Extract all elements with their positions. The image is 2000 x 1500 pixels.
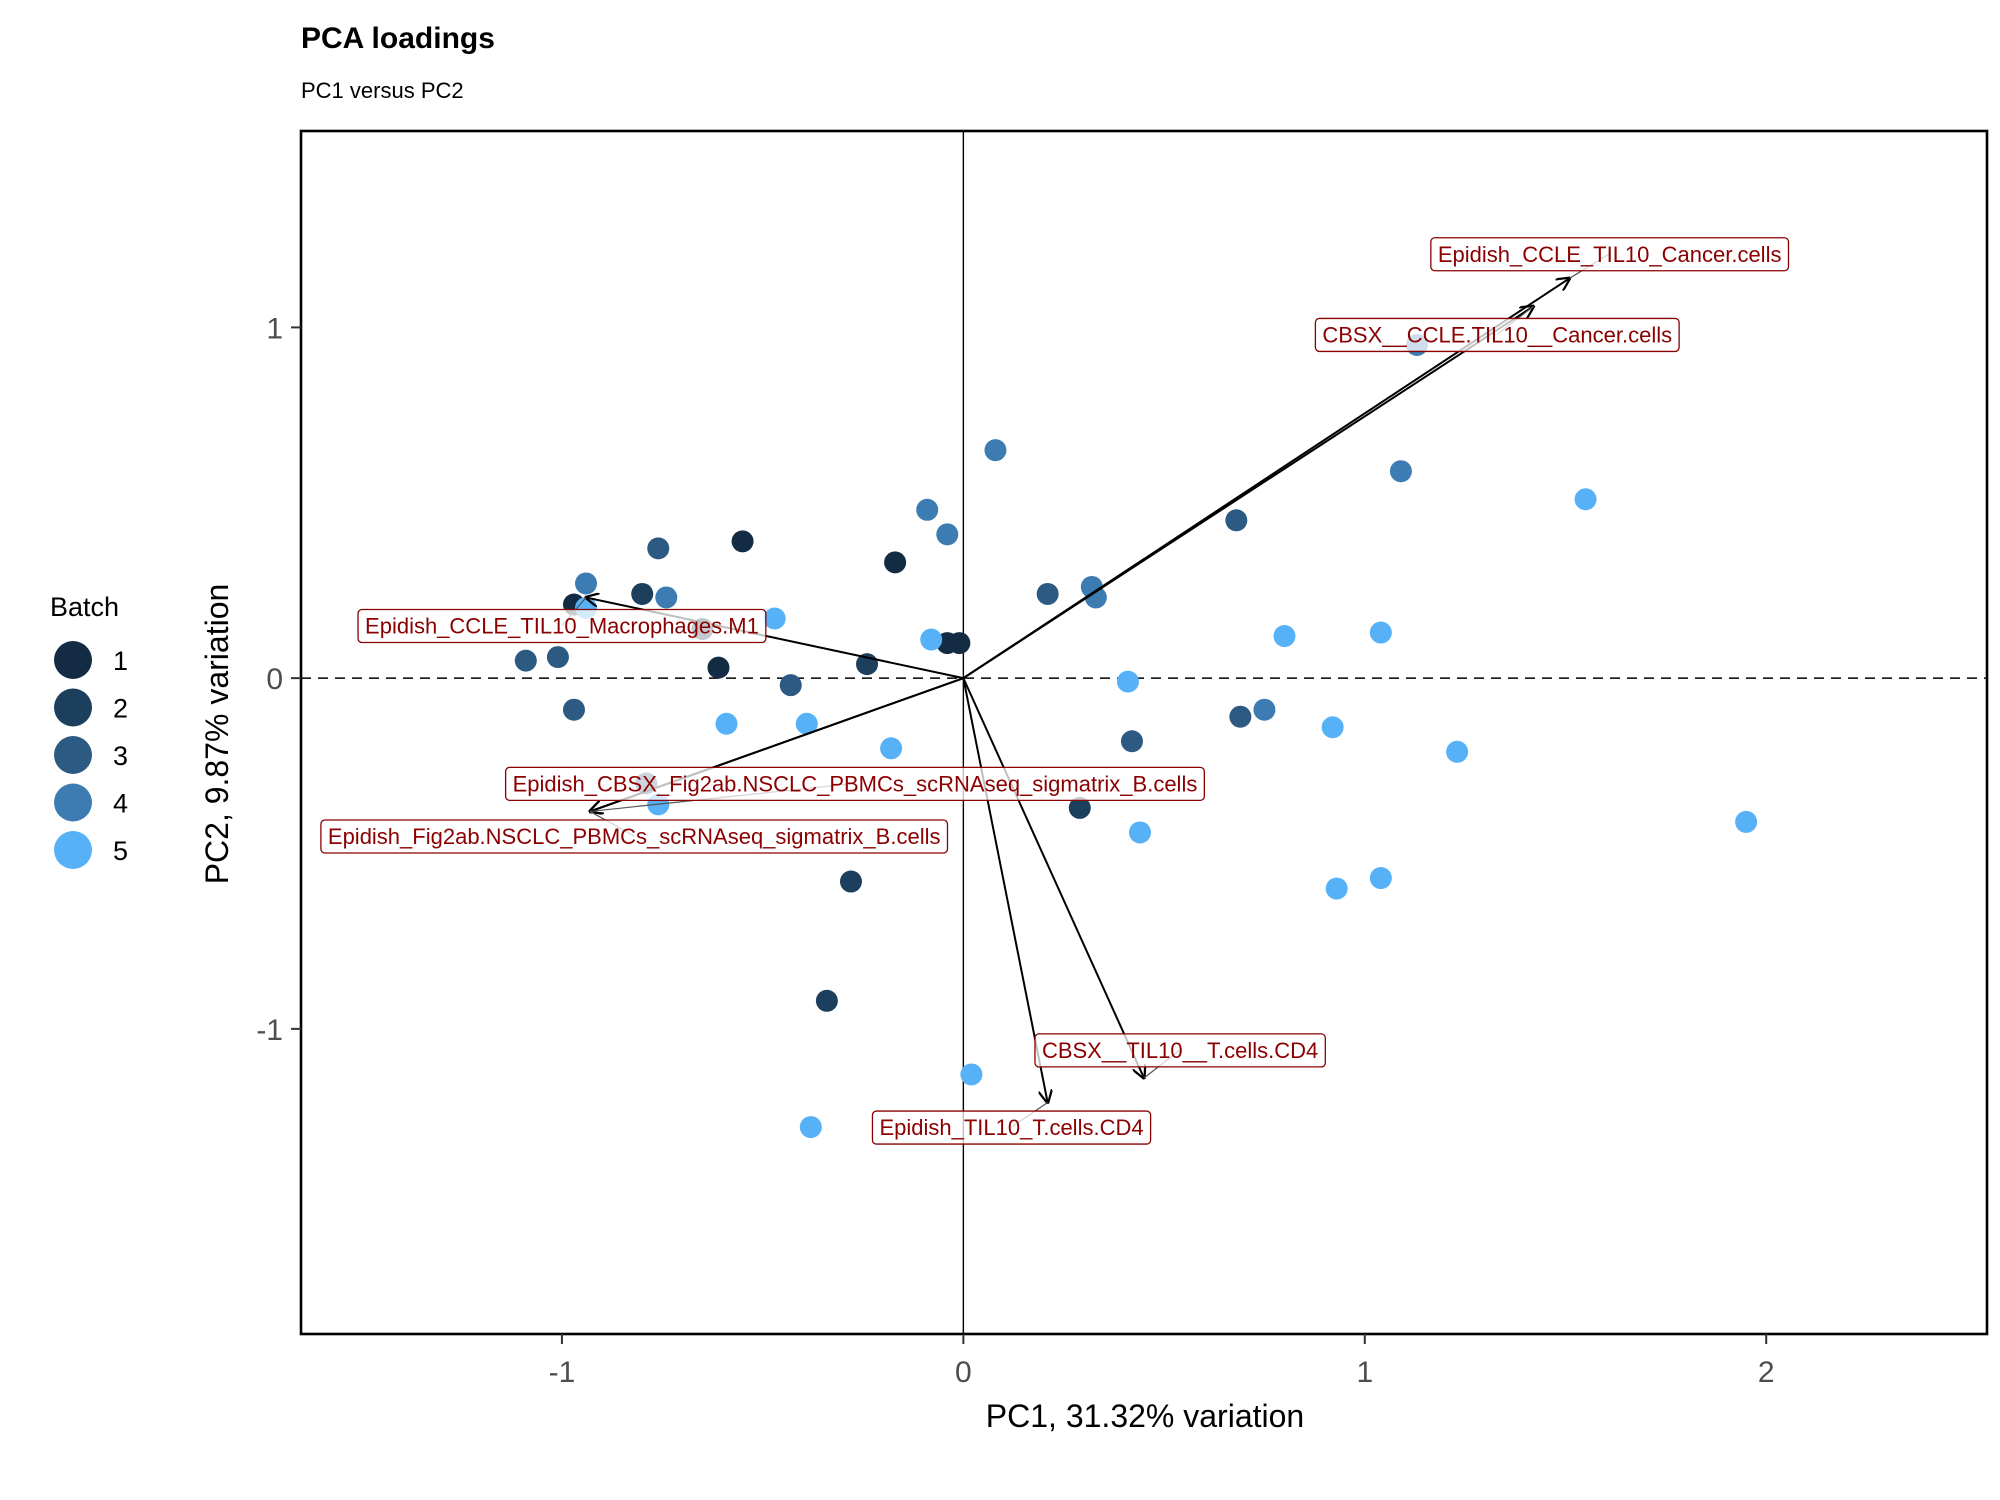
- loading-arrow: [962, 677, 1047, 1102]
- loading-label: Epidish_CBSX_Fig2ab.NSCLC_PBMCs_scRNAseq…: [513, 771, 1198, 796]
- data-point: [1120, 730, 1143, 753]
- legend-label: 1: [113, 646, 128, 676]
- data-point: [936, 523, 959, 546]
- x-tick-label: 2: [1758, 1356, 1775, 1389]
- loading-label: CBSX__CCLE.TIL10__Cancer.cells: [1322, 322, 1672, 347]
- loading-label-group: CBSX__CCLE.TIL10__Cancer.cells: [1314, 317, 1680, 353]
- data-point: [514, 649, 537, 672]
- x-tick-label: 0: [955, 1356, 972, 1389]
- data-point: [920, 628, 943, 651]
- data-point: [1128, 821, 1151, 844]
- loading-label-group: Epidish_TIL10_T.cells.CD4: [871, 1110, 1152, 1145]
- legend-label: 5: [113, 836, 128, 866]
- x-tick-label: -1: [549, 1356, 576, 1389]
- data-point: [815, 989, 838, 1012]
- loading-label: Epidish_CCLE_TIL10_Macrophages.M1: [365, 614, 759, 639]
- data-point: [1389, 460, 1412, 483]
- loading-label-group: Epidish_CBSX_Fig2ab.NSCLC_PBMCs_scRNAseq…: [504, 766, 1205, 802]
- data-point: [546, 646, 569, 669]
- plot-area: Epidish_CCLE_TIL10_Cancer.cells CBSX__CCL…: [256, 129, 1989, 1389]
- data-point: [1369, 621, 1392, 644]
- loading-label-box: [320, 819, 949, 854]
- data-point: [1116, 670, 1139, 693]
- data-point: [1273, 625, 1296, 648]
- loading-label-box: [1034, 1033, 1326, 1068]
- loading-label-box: [1430, 237, 1790, 272]
- loading-label: Epidish_TIL10_T.cells.CD4: [879, 1115, 1143, 1140]
- data-point: [960, 1063, 983, 1086]
- data-point: [1068, 796, 1091, 819]
- legend: Batch 1 2 3 4 5: [50, 592, 128, 869]
- data-point: [1084, 586, 1107, 609]
- x-axis-title: PC1, 31.32% variation: [986, 1398, 1304, 1434]
- data-point: [731, 530, 754, 553]
- loading-label-group: CBSX__TIL10__T.cells.CD4: [1034, 1033, 1326, 1068]
- data-point: [1253, 698, 1276, 721]
- chart-subtitle: PC1 versus PC2: [301, 78, 464, 103]
- loading-label-box: [357, 608, 767, 644]
- legend-key: [54, 736, 92, 774]
- legend-label: 3: [113, 741, 128, 771]
- data-point: [647, 537, 670, 560]
- x-tick-label: 1: [1356, 1356, 1373, 1389]
- data-point: [763, 607, 786, 630]
- data-point: [884, 551, 907, 574]
- loading-label: CBSX__TIL10__T.cells.CD4: [1042, 1038, 1318, 1063]
- loading-label: Epidish_CCLE_TIL10_Cancer.cells: [1438, 242, 1782, 267]
- y-tick-label: -1: [256, 1014, 283, 1047]
- loading-label-box: [504, 766, 1205, 802]
- loading-label-group: Epidish_Fig2ab.NSCLC_PBMCs_scRNAseq_sigm…: [320, 819, 949, 854]
- loading-label-group: Epidish_CCLE_TIL10_Cancer.cells: [1430, 237, 1790, 272]
- loading-arrow: [962, 306, 1533, 679]
- loading-arrow: [962, 677, 1144, 1078]
- y-tick-label: 1: [266, 312, 283, 345]
- data-point: [707, 656, 730, 679]
- data-point: [1574, 488, 1597, 511]
- loading-label-group: Epidish_CCLE_TIL10_Macrophages.M1: [357, 608, 767, 644]
- panel-border: [299, 129, 1989, 1336]
- data-point: [984, 439, 1007, 462]
- data-point: [1735, 810, 1758, 833]
- data-point: [839, 870, 862, 893]
- legend-title: Batch: [50, 592, 119, 622]
- y-axis-title: PC2, 9.87% variation: [199, 584, 235, 885]
- data-point: [1225, 509, 1248, 532]
- data-point: [1229, 705, 1252, 728]
- data-point: [575, 572, 598, 595]
- legend-key: [54, 783, 92, 822]
- legend-label: 2: [113, 694, 128, 724]
- y-tick-label: 0: [266, 663, 283, 696]
- data-point: [880, 737, 903, 760]
- loading-label-box: [871, 1110, 1152, 1145]
- legend-label: 4: [113, 789, 128, 819]
- data-point: [799, 1116, 822, 1139]
- data-point: [562, 698, 585, 721]
- data-point: [1369, 867, 1392, 890]
- loading-label: Epidish_Fig2ab.NSCLC_PBMCs_scRNAseq_sigm…: [328, 824, 941, 849]
- data-point: [655, 586, 678, 609]
- loading-label-box: [1314, 317, 1680, 353]
- data-point: [795, 712, 818, 735]
- data-point: [1325, 877, 1348, 900]
- data-point: [916, 498, 939, 521]
- legend-key: [54, 688, 92, 727]
- data-point: [1321, 716, 1344, 739]
- data-point: [715, 712, 738, 735]
- legend-key: [54, 641, 92, 679]
- legend-key: [54, 831, 92, 869]
- data-point: [631, 582, 654, 605]
- data-point: [1446, 740, 1469, 763]
- data-point: [779, 674, 802, 697]
- chart-title: PCA loadings: [301, 22, 495, 55]
- data-point: [1036, 582, 1059, 605]
